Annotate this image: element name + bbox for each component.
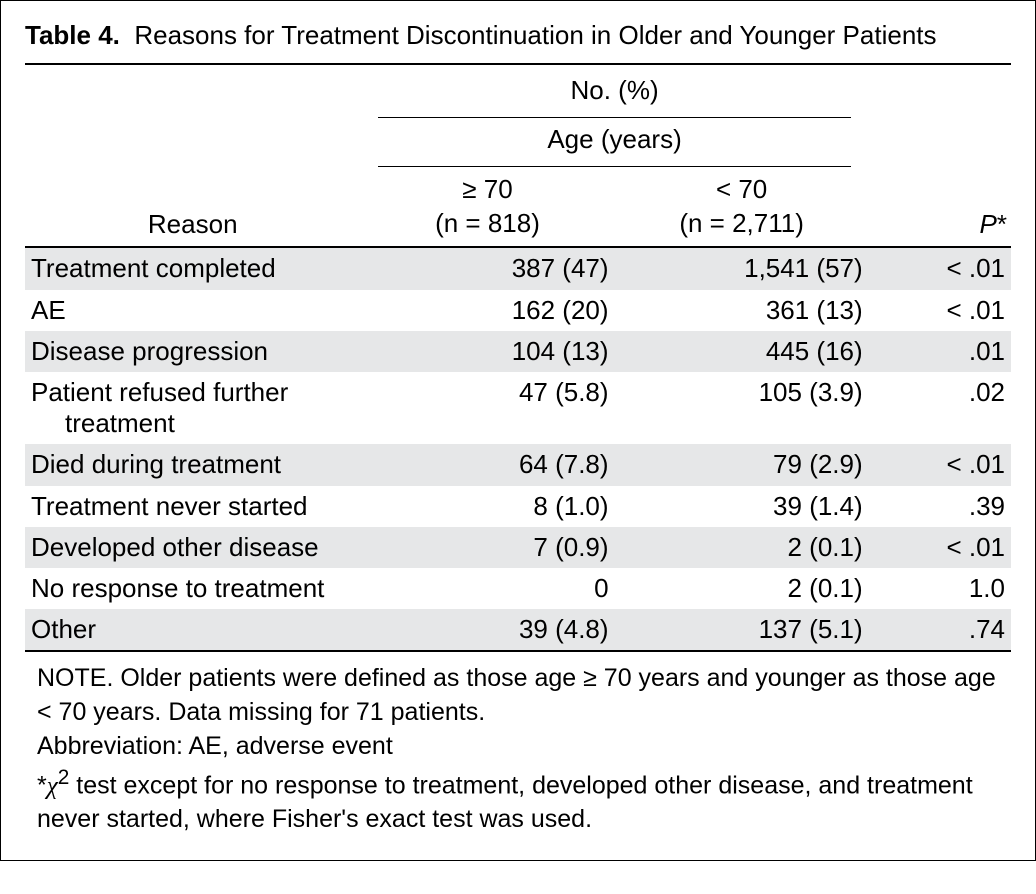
cell-reason: Died during treatment — [25, 444, 360, 485]
cell-p: .01 — [869, 331, 1011, 372]
footer-star: *χ2 test except for no response to treat… — [25, 764, 1011, 837]
table-label: Table 4. — [25, 20, 120, 50]
header-older: ≥ 70 — [462, 174, 512, 204]
header-older-n: (n = 818) — [435, 208, 540, 238]
header-age: Age (years) — [547, 124, 681, 154]
cell-reason: No response to treatment — [25, 568, 360, 609]
cell-older: 7 (0.9) — [360, 527, 614, 568]
table-footer: NOTE. Older patients were defined as tho… — [25, 652, 1011, 836]
header-p: P — [980, 209, 997, 239]
table-row: Other39 (4.8)137 (5.1).74 — [25, 609, 1011, 651]
cell-younger: 445 (16) — [615, 331, 869, 372]
cell-reason: Disease progression — [25, 331, 360, 372]
cell-younger: 39 (1.4) — [615, 486, 869, 527]
cell-reason: Developed other disease — [25, 527, 360, 568]
cell-older: 8 (1.0) — [360, 486, 614, 527]
header-p-star: * — [997, 209, 1007, 239]
cell-older: 387 (47) — [360, 247, 614, 289]
cell-younger: 105 (3.9) — [615, 372, 869, 444]
cell-p: 1.0 — [869, 568, 1011, 609]
cell-younger: 2 (0.1) — [615, 568, 869, 609]
table-row: Treatment completed387 (47)1,541 (57)< .… — [25, 247, 1011, 289]
table-container: Table 4. Reasons for Treatment Discontin… — [0, 0, 1036, 861]
header-row-super2: Age (years) — [25, 118, 1011, 159]
cell-younger: 361 (13) — [615, 290, 869, 331]
table-row: Died during treatment64 (7.8)79 (2.9)< .… — [25, 444, 1011, 485]
table-row: No response to treatment02 (0.1)1.0 — [25, 568, 1011, 609]
cell-p: < .01 — [869, 444, 1011, 485]
cell-younger: 79 (2.9) — [615, 444, 869, 485]
cell-older: 0 — [360, 568, 614, 609]
table-row: AE162 (20)361 (13)< .01 — [25, 290, 1011, 331]
cell-p: .02 — [869, 372, 1011, 444]
cell-older: 39 (4.8) — [360, 609, 614, 651]
header-row-cols: Reason ≥ 70 (n = 818) < 70 (n = 2,711) P… — [25, 167, 1011, 248]
cell-reason: Treatment never started — [25, 486, 360, 527]
data-table: No. (%) Age (years) Reason — [25, 63, 1011, 652]
table-row: Disease progression104 (13)445 (16).01 — [25, 331, 1011, 372]
header-reason: Reason — [148, 209, 238, 239]
table-row: Treatment never started8 (1.0)39 (1.4).3… — [25, 486, 1011, 527]
table-title-text: Reasons for Treatment Discontinuation in… — [134, 20, 936, 50]
header-row-super1: No. (%) — [25, 64, 1011, 110]
footer-abbrev: Abbreviation: AE, adverse event — [25, 730, 1011, 764]
cell-older: 47 (5.8) — [360, 372, 614, 444]
header-no-pct: No. (%) — [570, 75, 658, 105]
cell-p: .74 — [869, 609, 1011, 651]
cell-younger: 1,541 (57) — [615, 247, 869, 289]
header-row-rule2 — [25, 159, 1011, 167]
cell-p: < .01 — [869, 290, 1011, 331]
cell-older: 64 (7.8) — [360, 444, 614, 485]
table-body: Treatment completed387 (47)1,541 (57)< .… — [25, 247, 1011, 651]
footer-note: NOTE. Older patients were defined as tho… — [25, 662, 1011, 730]
cell-p: < .01 — [869, 527, 1011, 568]
cell-younger: 137 (5.1) — [615, 609, 869, 651]
table-row: Patient refused furthertreatment47 (5.8)… — [25, 372, 1011, 444]
cell-reason: AE — [25, 290, 360, 331]
cell-older: 162 (20) — [360, 290, 614, 331]
cell-reason: Patient refused furthertreatment — [25, 372, 360, 444]
cell-p: .39 — [869, 486, 1011, 527]
cell-younger: 2 (0.1) — [615, 527, 869, 568]
table-row: Developed other disease7 (0.9)2 (0.1)< .… — [25, 527, 1011, 568]
header-younger: < 70 — [716, 174, 767, 204]
header-row-rule1 — [25, 110, 1011, 118]
header-younger-n: (n = 2,711) — [679, 208, 804, 238]
cell-reason: Treatment completed — [25, 247, 360, 289]
cell-p: < .01 — [869, 247, 1011, 289]
cell-reason: Other — [25, 609, 360, 651]
table-title: Table 4. Reasons for Treatment Discontin… — [25, 19, 1011, 53]
cell-older: 104 (13) — [360, 331, 614, 372]
